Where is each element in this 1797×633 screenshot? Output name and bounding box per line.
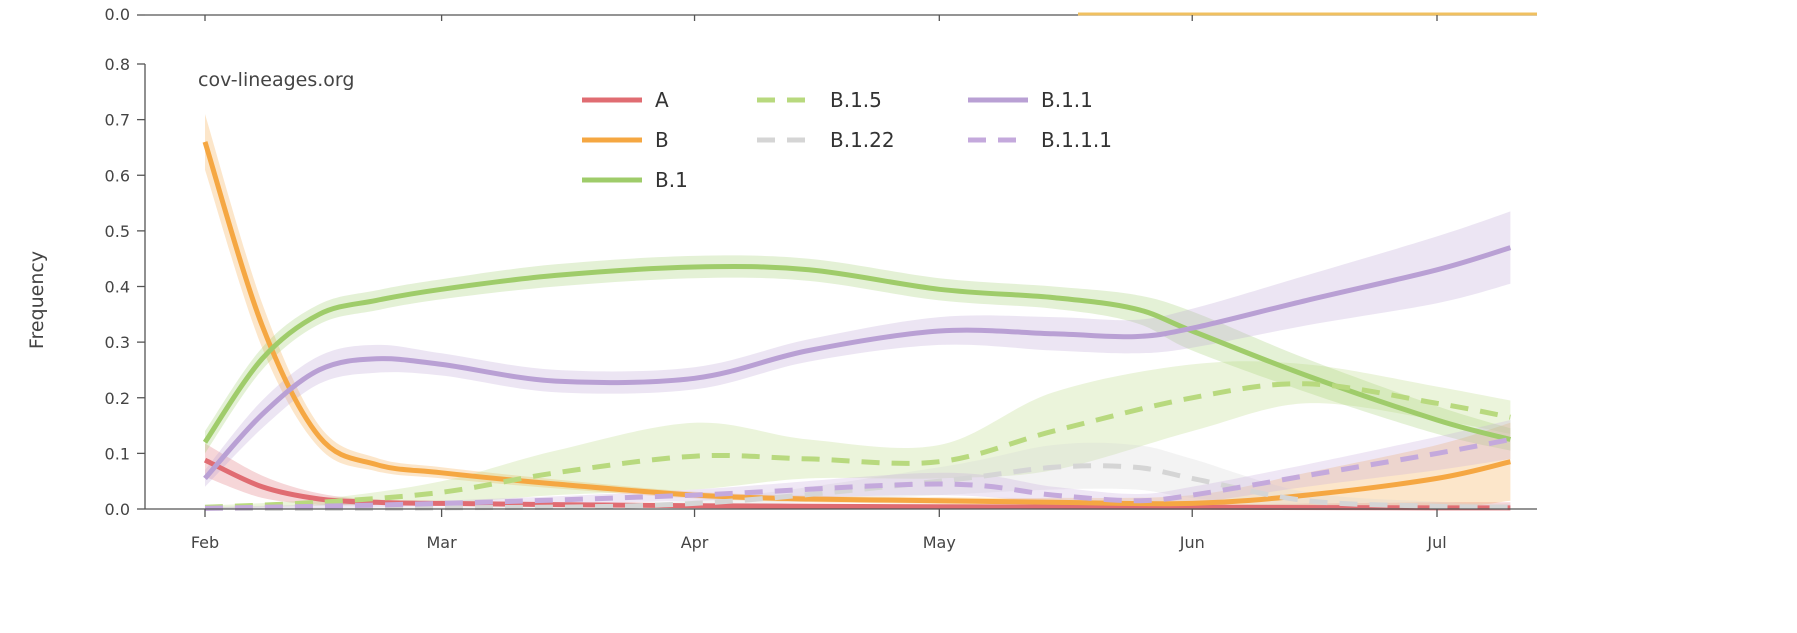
source-label: cov-lineages.org [198, 69, 354, 91]
legend-label-B-1: B.1 [655, 168, 688, 192]
y-tick-label: 0.5 [105, 222, 130, 241]
series-line-B-1-5 [204, 381, 1511, 510]
confidence-bands [205, 114, 1511, 510]
y-tick-label: 0.3 [105, 333, 130, 352]
legend: AB B.1 B.1.5 B.1.22 B.1.1 B.1.1.1 [582, 88, 1112, 192]
x-tick-label: May [923, 533, 956, 552]
top-panel: 0.0 [105, 5, 130, 24]
legend-label-B-1-22: B.1.22 [830, 128, 895, 152]
legend-label-A: A [655, 88, 669, 112]
y-tick-label: 0.0 [105, 500, 130, 519]
x-tick-label: Jul [1426, 533, 1446, 552]
band-B-1-1-1 [205, 420, 1511, 509]
axes: 0.0 0.1 0.2 0.3 0.4 0.5 0.6 0.7 0.8 Feb Mar Apr May J… [105, 12, 1537, 552]
y-tick-label: 0.6 [105, 166, 130, 185]
x-tick-label: Feb [191, 533, 219, 552]
legend-label-B-1-5: B.1.5 [830, 88, 882, 112]
series-line-B-1-1 [203, 245, 1512, 481]
y-tick-label: 0.2 [105, 389, 130, 408]
y-tick-label: 0.8 [105, 55, 130, 74]
band-B [205, 114, 1511, 510]
y-tick-label: 0.1 [105, 444, 130, 463]
x-tick-label: Apr [681, 533, 709, 552]
series-line-B-1-1-1 [204, 437, 1511, 511]
y-axis-title: Frequency [26, 251, 48, 349]
band-B-1-22 [205, 442, 1511, 510]
series-line-B-1 [202, 264, 1512, 444]
series-line-B-1-22 [204, 463, 1511, 511]
y-tick-label: 0.7 [105, 111, 130, 130]
x-tick-label: Jun [1179, 533, 1205, 552]
band-B-1-1 [205, 211, 1511, 487]
y-tick-label: 0.4 [105, 278, 130, 297]
x-tick-label: Mar [427, 533, 458, 552]
series-lines [202, 141, 1512, 511]
legend-label-B: B [655, 128, 669, 152]
top-panel-y-tick-label: 0.0 [105, 5, 130, 24]
legend-label-B-1-1: B.1.1 [1041, 88, 1093, 112]
legend-label-B-1-1-1: B.1.1.1 [1041, 128, 1112, 152]
